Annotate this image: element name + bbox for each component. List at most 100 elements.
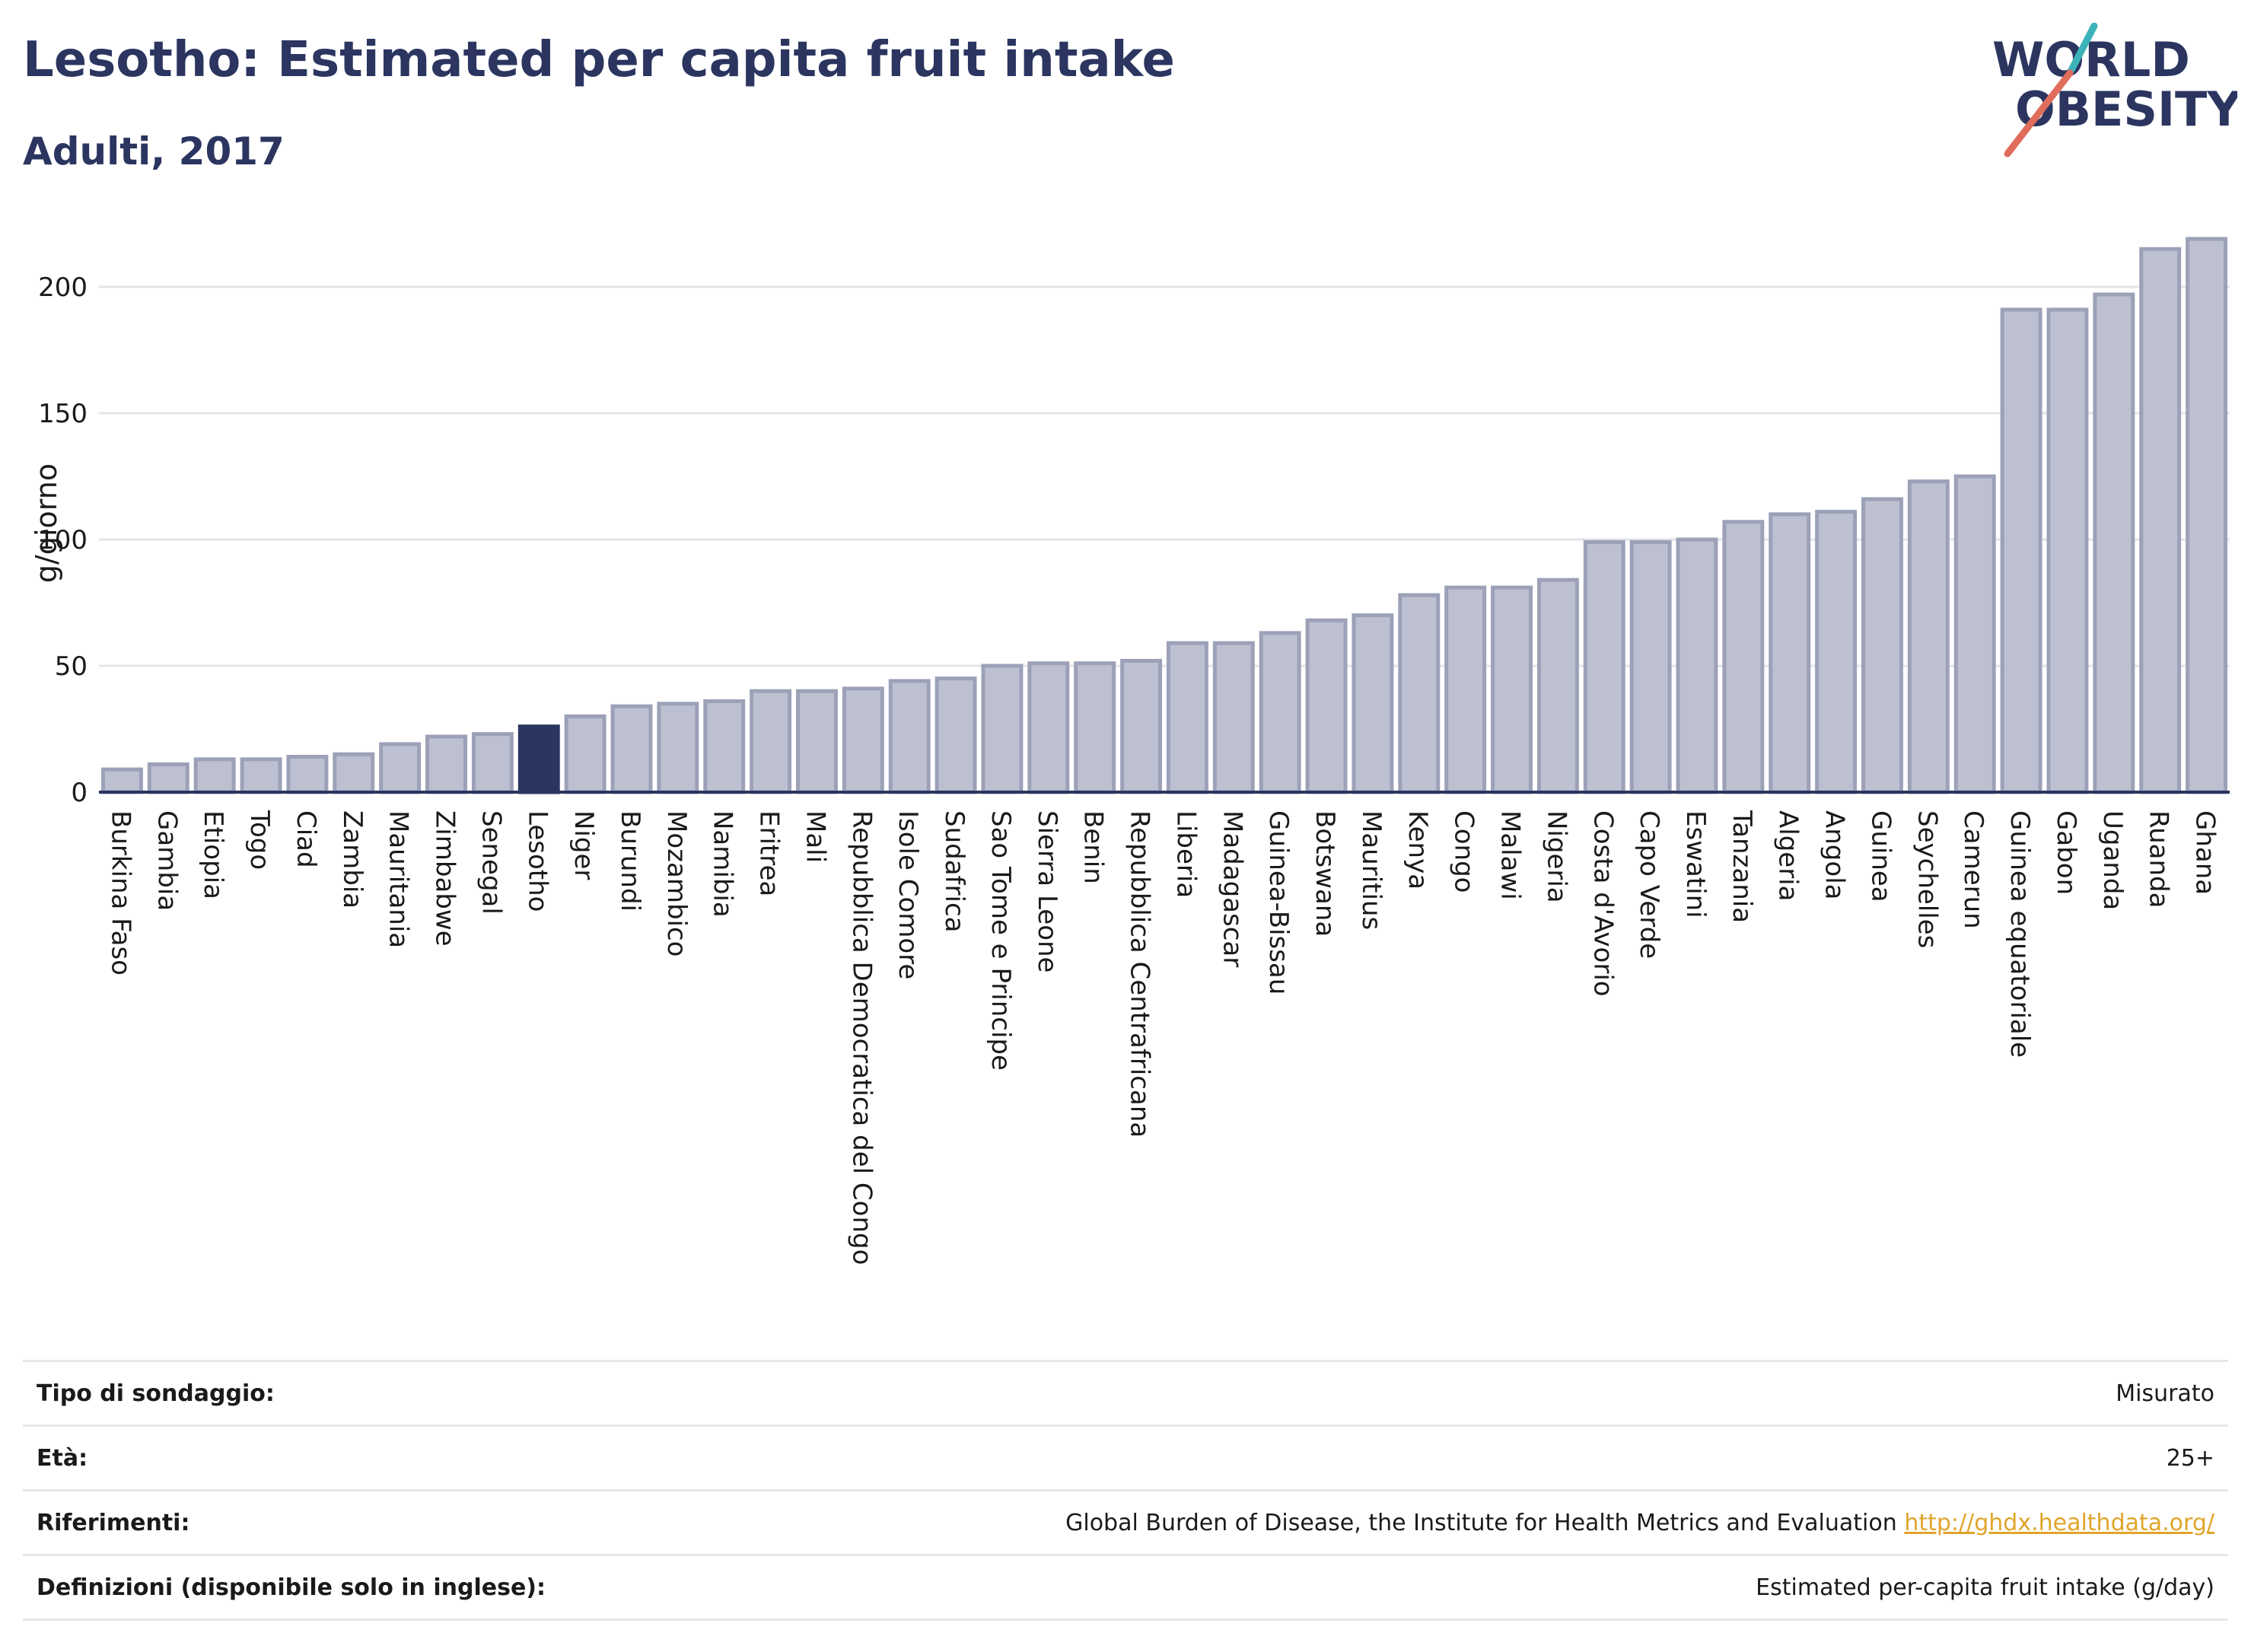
reference-link[interactable]: http://ghdx.healthdata.org/: [1904, 1509, 2214, 1536]
bar: [100, 767, 143, 794]
y-tick-label: 200: [38, 272, 88, 303]
bar: [1027, 661, 1070, 794]
x-tick-label: Guinea equatoriale: [2004, 810, 2035, 1058]
bar: [1444, 585, 1487, 794]
x-tick-label: Zambia: [337, 810, 368, 909]
bar: [517, 724, 560, 794]
bar: [1907, 479, 1950, 794]
bar: [750, 689, 792, 794]
bar: [471, 732, 514, 794]
x-tick-label: Zimbabwe: [430, 810, 460, 947]
x-tick-label: Senegal: [476, 810, 506, 915]
bar: [1861, 497, 1903, 794]
x-tick-label: Liberia: [1170, 810, 1201, 898]
bar: [2093, 292, 2135, 794]
x-tick-label: Sao Tome e Principe: [985, 810, 1016, 1071]
x-tick-label: Eritrea: [754, 810, 785, 896]
x-tick-label: Congo: [1449, 810, 1479, 893]
metadata-label: Età:: [37, 1444, 88, 1472]
bar: [1815, 510, 1858, 794]
x-tick-label: Malawi: [1495, 810, 1526, 900]
bar: [286, 755, 329, 794]
x-tick-label: Ciad: [291, 810, 321, 868]
y-tick-label: 50: [55, 651, 88, 682]
x-tick-label: Sudafrica: [939, 810, 969, 932]
bar: [2139, 247, 2182, 794]
x-tick-label: Nigeria: [1541, 810, 1571, 903]
bar: [2046, 307, 2089, 794]
metadata-row: Riferimenti: Global Burden of Disease, th…: [23, 1489, 2228, 1554]
x-tick-label: Algeria: [1773, 810, 1804, 901]
bar: [1491, 585, 1533, 794]
bar: [888, 679, 931, 794]
x-tick-label: Benin: [1078, 810, 1109, 884]
x-tick-label: Mauritania: [384, 810, 414, 948]
x-tick-label: Camerun: [1958, 810, 1988, 929]
x-tick-label: Burkina Faso: [105, 810, 135, 976]
x-tick-label: Tanzania: [1727, 810, 1757, 923]
x-tick-label: Mali: [800, 810, 830, 863]
x-tick-label: Uganda: [2097, 810, 2128, 910]
x-tick-label: Seychelles: [1912, 810, 1942, 948]
metadata-row: Definizioni (disponibile solo in inglese…: [23, 1554, 2228, 1621]
bar: [1166, 641, 1208, 794]
x-tick-label: Madagascar: [1217, 810, 1247, 967]
svg-text:WORLD: WORLD: [1992, 32, 2190, 88]
x-tick-label: Costa d'Avorio: [1587, 810, 1618, 997]
metadata-label: Riferimenti:: [37, 1509, 190, 1536]
x-tick-label: Eswatini: [1680, 810, 1711, 918]
x-tick-label: Lesotho: [522, 810, 552, 912]
bar: [2186, 237, 2228, 794]
bar: [379, 742, 422, 794]
metadata-label: Definizioni (disponibile solo in inglese…: [37, 1574, 546, 1601]
bar: [193, 757, 236, 794]
bar: [1953, 474, 1996, 794]
metadata-row: Tipo di sondaggio: Misurato: [23, 1360, 2228, 1424]
x-tick-label: Botswana: [1310, 810, 1340, 937]
bar-chart: 0 50 100 150 200 g/giorno Burkina Faso Gambia Et…: [30, 237, 2230, 1265]
metadata-table: Tipo di sondaggio: Misurato Età: 25+ Riferim…: [23, 1360, 2228, 1621]
bar: [842, 686, 884, 794]
y-tick-label: 0: [71, 778, 88, 808]
x-tick-label: Isole Comore: [893, 810, 923, 979]
bar: [934, 676, 977, 794]
bar: [240, 757, 282, 794]
bar: [610, 704, 653, 794]
bar: [657, 702, 699, 794]
y-tick-label: 100: [38, 525, 88, 555]
bar: [1676, 537, 1718, 794]
bar: [981, 664, 1024, 794]
bar: [425, 734, 467, 794]
y-axis-label: g/giorno: [30, 463, 63, 583]
x-tick-label: Repubblica Centrafricana: [1125, 810, 1155, 1138]
bar: [147, 762, 189, 794]
bar: [703, 699, 746, 794]
x-tick-label: Angola: [1820, 810, 1850, 899]
bar: [564, 714, 607, 794]
y-tick-label: 150: [38, 399, 88, 429]
x-tick-label: Gambia: [151, 810, 182, 911]
x-tick-label: Burundi: [615, 810, 645, 912]
x-tick-label: Guinea: [1865, 810, 1896, 902]
bar: [1398, 593, 1441, 794]
x-tick-label: Sierra Leone: [1032, 810, 1062, 972]
metadata-value: 25+: [2166, 1444, 2214, 1472]
bar: [1352, 613, 1394, 794]
x-tick-label: Mozambico: [661, 810, 692, 957]
bar: [1259, 631, 1301, 794]
bar: [1769, 512, 1811, 794]
metadata-label: Tipo di sondaggio:: [37, 1380, 275, 1407]
x-tick-label: Gabon: [2051, 810, 2081, 895]
bar: [1305, 618, 1348, 794]
x-tick-label: Kenya: [1402, 810, 1433, 890]
x-tick-label: Guinea-Bissau: [1263, 810, 1294, 995]
metadata-value: Estimated per-capita fruit intake (g/day…: [1756, 1574, 2214, 1601]
bar: [1120, 658, 1163, 794]
x-tick-label: Capo Verde: [1634, 810, 1664, 959]
x-tick-label: Namibia: [708, 810, 738, 918]
world-obesity-logo: WORLD OBESITY: [1992, 23, 2237, 158]
bar: [1722, 520, 1765, 794]
x-tick-label: Ghana: [2190, 810, 2221, 895]
chart-subtitle: Adulti, 2017: [23, 129, 285, 173]
chart-title: Lesotho: Estimated per capita fruit inta…: [23, 32, 1175, 88]
